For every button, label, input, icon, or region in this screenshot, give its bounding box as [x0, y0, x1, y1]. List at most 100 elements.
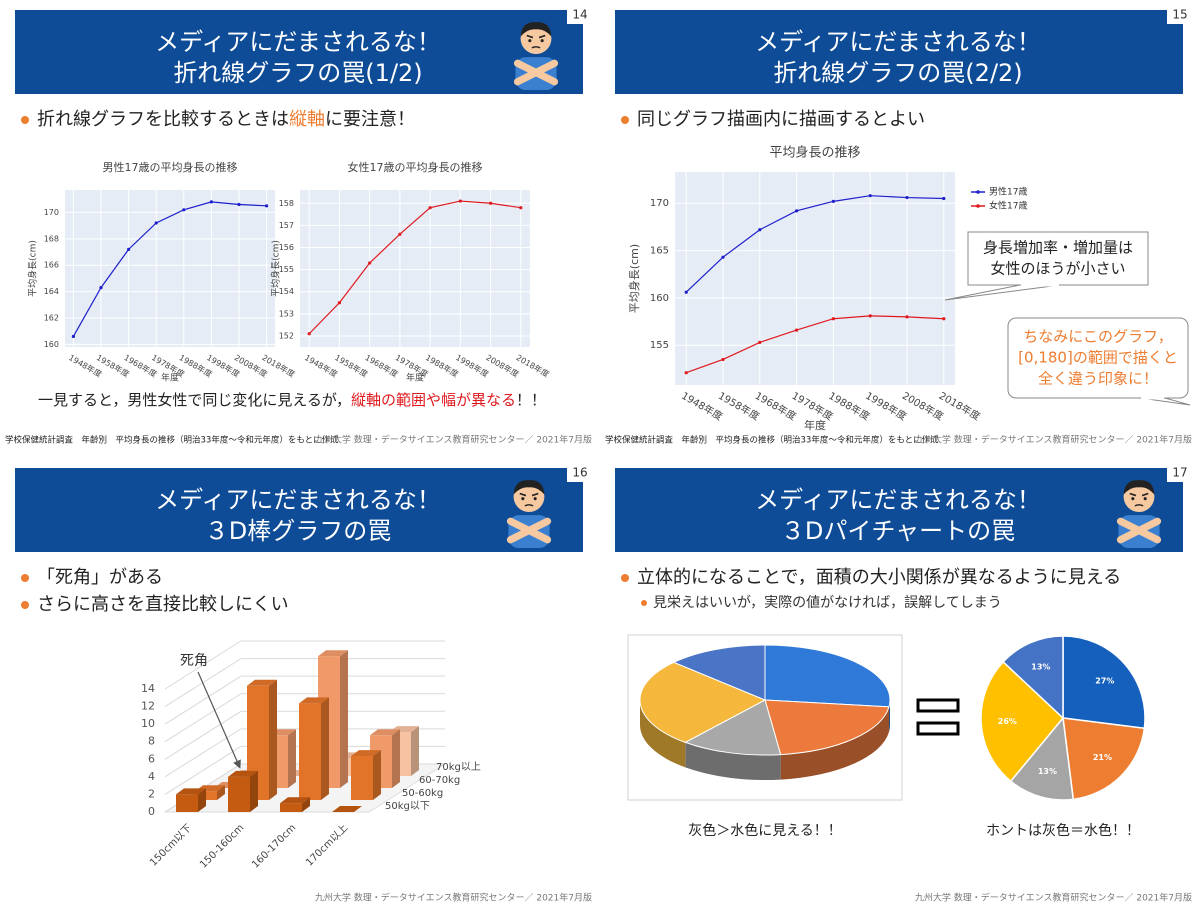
bullet-text-part: に要注意！ — [325, 109, 415, 130]
slide-title: 折れ線グラフの罠(2/2) — [773, 59, 1022, 87]
caption: ホントは灰色＝水色！！ — [986, 822, 1140, 839]
sub-bullet-text: 見栄えはいいが，実際の値がなければ，誤解してしまう — [653, 595, 1002, 611]
note-text-part: 一見すると，男性女性で同じ変化に見えるが， — [38, 391, 351, 409]
legend-swatch-dot — [976, 204, 980, 208]
bullet-text-part: 立体的になることで，面積の大小関係が異なるように見える — [637, 567, 1121, 588]
y-tick-label: 155 — [279, 265, 294, 274]
bullet-dot — [621, 574, 629, 582]
note-text-part: ！！ — [516, 391, 546, 409]
header-band — [615, 10, 1183, 94]
pie-slice — [1009, 716, 1075, 801]
y-tick-label: 162 — [44, 313, 59, 322]
bullet-text: 同じグラフ描画内に描画するとよい — [637, 109, 925, 130]
legend-label: 60-70kg — [419, 775, 460, 786]
chart-title: 男性17歳の平均身長の推移 — [103, 160, 238, 174]
callout-box — [967, 231, 1149, 286]
bar-top — [280, 797, 310, 804]
bar-top — [299, 697, 329, 704]
y-tick-label: 0 — [148, 805, 155, 818]
legend-label: 女性17歳 — [989, 200, 1027, 212]
footer: 九州大学 数理・データサイエンス教育研究センター／ 2021年7月版 — [915, 434, 1192, 446]
callout-text: 女性のほうが小さい — [990, 260, 1125, 278]
slide-title: メディアにだまされるな！ — [155, 28, 441, 56]
bullet-text-part: 折れ線グラフを比較するときは — [37, 109, 289, 130]
data-label: 13% — [1031, 662, 1050, 671]
y-tick-label: 152 — [279, 331, 294, 340]
annotation-arrow — [197, 671, 241, 769]
pie-side — [889, 700, 890, 732]
slide-number: 14 — [572, 8, 587, 22]
slide-title: ３Dパイチャートの罠 — [781, 517, 1015, 545]
legend-label: 70kg以上 — [436, 761, 481, 773]
data-label: 13% — [1038, 767, 1057, 776]
y-tick-label: 168 — [44, 234, 59, 243]
grid-line — [164, 693, 445, 743]
bullet-text-part: 「死角」がある — [37, 567, 163, 588]
series-line — [71, 200, 269, 339]
bullet-text-part: 縦軸 — [289, 109, 325, 130]
bar-side — [340, 650, 348, 788]
bullet-dot — [21, 601, 29, 609]
data-label: 26% — [998, 717, 1017, 726]
y-tick-label: 10 — [141, 717, 155, 730]
y-tick-label: 156 — [279, 243, 294, 252]
pie-slice — [764, 699, 890, 756]
source-note: 学校保健統計調査 年齢別 平均身長の推移（明治33年度～令和元年度）をもとに作成 — [5, 435, 339, 446]
y-tick-label: 157 — [279, 221, 294, 230]
pie-slice — [1062, 635, 1146, 730]
pie-side — [780, 706, 890, 780]
callout-seam — [1141, 396, 1164, 400]
plot-area — [300, 190, 530, 347]
y-axis-label: 平均身長(cm) — [627, 244, 641, 313]
header-band — [615, 468, 1183, 552]
y-tick-label: 158 — [279, 199, 294, 208]
footer: 九州大学 数理・データサイエンス教育研究センター／ 2021年7月版 — [915, 892, 1192, 904]
y-tick-label: 155 — [650, 340, 669, 351]
y-axis-label: 平均身長(cm) — [270, 240, 282, 297]
bullet-text: 折れ線グラフを比較するときは縦軸に要注意！ — [37, 109, 415, 130]
y-tick-label: 170 — [650, 198, 669, 209]
bar-front — [351, 756, 373, 800]
y-tick-label: 166 — [44, 261, 59, 270]
equals-bar — [916, 698, 960, 713]
bar-side — [411, 726, 419, 776]
bar-front — [228, 776, 250, 812]
bar-side — [198, 788, 206, 812]
footer: 九州大学 数理・データサイエンス教育研究センター／ 2021年7月版 — [315, 434, 592, 446]
callout-seam — [1021, 283, 1059, 287]
bar-side — [321, 697, 329, 800]
slide-number-box — [567, 462, 593, 482]
pie-slice — [1062, 717, 1146, 801]
series-line — [684, 194, 946, 294]
bar-top — [176, 788, 206, 795]
grid-line — [164, 658, 445, 707]
legend-swatch-dot — [976, 190, 980, 194]
bar-front — [176, 794, 198, 812]
x-axis-label: 年度 — [161, 372, 179, 384]
bullet-dot — [21, 116, 29, 124]
annotation: 死角 — [180, 653, 208, 669]
bar-top — [318, 650, 348, 657]
grid-line — [164, 640, 445, 690]
callout-text: 身長増加率・増加量は — [983, 239, 1133, 257]
y-tick-label: 164 — [44, 287, 59, 296]
slide-title: メディアにだまされるな！ — [155, 486, 441, 514]
x-axis-label: 年度 — [406, 372, 424, 384]
slide-number: 16 — [572, 466, 587, 480]
y-tick-label: 160 — [44, 340, 59, 349]
bar-top — [332, 806, 362, 812]
y-tick-label: 12 — [141, 700, 155, 713]
sub-bullet-dot — [641, 600, 647, 606]
callout-text: ちなみにこのグラフ， — [1023, 328, 1172, 346]
pie-slice — [1002, 635, 1064, 720]
data-label: 21% — [1093, 753, 1112, 762]
callout-box — [1007, 317, 1189, 399]
bullet-text: さらに高さを直接比較しにくい — [37, 594, 289, 615]
slide: 14 メディアにだまされるな！ 折れ線グラフの罠(1/2) 折れ線グラフを比較するとき… — [5, 4, 593, 446]
bullet-text: 「死角」がある — [37, 567, 163, 588]
plot-area — [65, 190, 275, 347]
bullet-text-part: さらに高さを直接比較しにくい — [37, 594, 289, 615]
bar-side — [373, 750, 381, 800]
slide: 15 メディアにだまされるな！ 折れ線グラフの罠(2/2) 同じグラフ描画内に描画する… — [605, 4, 1193, 446]
header-band — [15, 10, 583, 94]
